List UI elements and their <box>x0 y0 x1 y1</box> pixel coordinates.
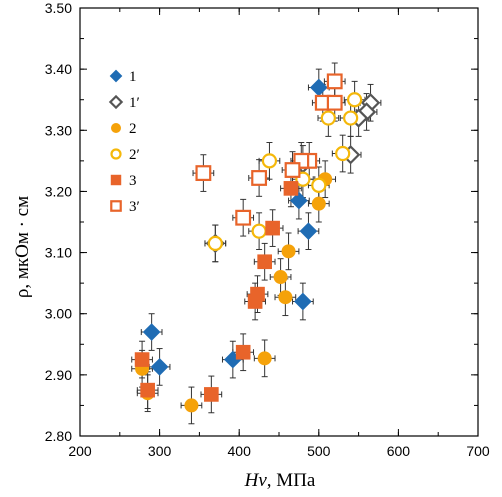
data-point-series-3 <box>311 196 326 211</box>
legend: 1 1′ 2 2′ 3 3′ <box>108 69 140 215</box>
data-point-series-5 <box>204 387 219 402</box>
data-point-series-4 <box>311 177 327 193</box>
legend-item: 1 <box>109 69 137 85</box>
legend-marker <box>110 148 122 160</box>
data-point-series-4 <box>251 223 267 239</box>
x-tick-label: 400 <box>228 443 252 459</box>
legend-marker <box>109 69 123 83</box>
legend-item: 2 <box>111 121 137 137</box>
data-point-series-6 <box>235 209 252 226</box>
legend-label: 1′ <box>129 95 140 111</box>
y-tick-label: 3.40 <box>45 61 72 77</box>
x-tick-label: 300 <box>148 443 172 459</box>
legend-label: 3′ <box>129 199 140 215</box>
legend-item: 1′ <box>108 94 140 111</box>
y-tick-label: 2.80 <box>45 428 72 444</box>
y-axis-title: ρ, мкОм · см <box>12 196 33 298</box>
data-point-series-5 <box>247 294 263 309</box>
y-tick-label: 2.90 <box>45 367 72 383</box>
data-point-series-3 <box>257 351 272 366</box>
axes-group: 200 300 400 500 600 700 2.80 2.90 3.00 3.10 3.20 3.… <box>45 0 490 459</box>
x-axis-title-symbol: Hv <box>244 470 268 491</box>
data-point-series-3 <box>273 270 288 285</box>
x-axis-title: Hv, МПа <box>244 470 316 491</box>
legend-label: 2 <box>129 121 137 137</box>
data-point-series-6 <box>326 73 343 90</box>
legend-label: 2′ <box>129 147 140 163</box>
data-point-series-5 <box>140 382 155 398</box>
data-point-series-4 <box>320 110 336 126</box>
data-point-series-6 <box>195 165 212 182</box>
data-point-series-3 <box>278 290 293 305</box>
data-point-series-4 <box>261 153 278 169</box>
y-tick-label: 3.00 <box>45 306 72 322</box>
data-point-series-4 <box>347 92 363 108</box>
x-axis-title-unit: , МПа <box>267 470 316 491</box>
data-point-series-1 <box>299 222 318 241</box>
legend-marker <box>108 94 124 110</box>
data-point-series-5 <box>257 254 272 270</box>
data-point-series-4 <box>207 235 223 251</box>
y-tick-label: 3.50 <box>45 0 72 16</box>
x-tick-label: 500 <box>307 443 331 459</box>
data-point-series-1 <box>150 358 169 376</box>
legend-marker <box>110 200 122 212</box>
data-point-series-4 <box>335 145 351 162</box>
data-point-series-6 <box>284 162 301 178</box>
legend-item: 3 <box>110 173 137 189</box>
y-tick-label: 3.10 <box>45 245 72 261</box>
data-point-series-6 <box>326 94 343 111</box>
data-point-series-5 <box>265 220 280 236</box>
data-point-series-3 <box>281 244 296 259</box>
y-tick-label: 3.30 <box>45 122 72 138</box>
data-point-series-1 <box>290 191 308 210</box>
data-point-series-2 <box>356 102 377 122</box>
data-point-series-4 <box>343 110 359 126</box>
data-point-series-6 <box>251 170 268 186</box>
x-tick-label: 700 <box>466 443 490 459</box>
legend-marker <box>110 174 122 186</box>
x-tick-label: 200 <box>68 443 92 459</box>
legend-item: 2′ <box>110 147 140 163</box>
data-point-series-5 <box>235 344 251 360</box>
legend-label: 3 <box>129 173 137 189</box>
legend-label: 1 <box>129 69 137 85</box>
data-point-series-3 <box>184 398 199 413</box>
data-point-series-1 <box>294 292 312 311</box>
data-point-series-5 <box>134 352 150 367</box>
x-tick-label: 600 <box>387 443 411 459</box>
legend-marker <box>111 123 121 133</box>
legend-item: 3′ <box>110 199 140 215</box>
data-point-series-5 <box>283 181 299 196</box>
data-point-series-1 <box>142 323 161 341</box>
y-tick-label: 3.20 <box>45 183 72 199</box>
data-points-group <box>134 73 381 413</box>
